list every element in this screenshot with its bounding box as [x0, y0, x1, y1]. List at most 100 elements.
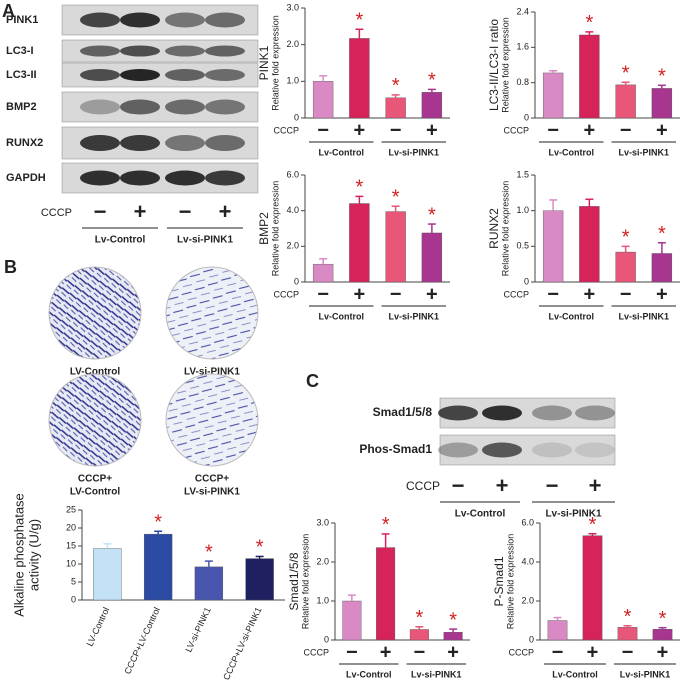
y-axis-label: LC3-II/LC3-I ratio — [487, 19, 501, 111]
x-tick-label: + — [426, 119, 438, 141]
y-tick-label: 4.0 — [286, 205, 299, 215]
bar — [582, 535, 603, 641]
y-tick-label: 0 — [71, 594, 76, 604]
significance-star: * — [428, 70, 436, 92]
y-tick-label: 25 — [66, 504, 76, 514]
blot-band — [438, 442, 478, 458]
blot-label: LC3-II — [6, 69, 37, 81]
significance-star: * — [415, 607, 423, 629]
bar — [385, 211, 406, 283]
y-axis-sublabel: Relative fold expression — [500, 181, 510, 277]
significance-star: * — [658, 223, 666, 245]
significance-star: * — [256, 537, 264, 559]
blot-band — [80, 12, 120, 28]
x-row-label: CCCP — [503, 125, 529, 135]
treatment-label: CCCP — [406, 479, 440, 493]
static-layer: A B C — [2, 1, 319, 391]
x-tick-label: + — [656, 283, 668, 305]
y-tick-label: 0 — [524, 112, 529, 122]
significance-star: * — [589, 514, 597, 536]
significance-star: * — [428, 204, 436, 226]
y-tick-label: 3.0 — [286, 2, 299, 12]
blot-band — [165, 12, 205, 28]
x-tick-label: CCCP+LV-si-PINK1 — [221, 606, 263, 682]
bar — [342, 600, 362, 641]
bar — [376, 547, 396, 641]
x-tick-label: − — [317, 119, 329, 141]
x-tick-label: LV-Control — [85, 606, 112, 648]
blot-band — [205, 69, 245, 81]
blot-band — [532, 405, 572, 421]
group-label: Lv-Control — [455, 509, 506, 520]
x-row-label: CCCP — [273, 125, 299, 135]
bar — [349, 38, 370, 119]
bar — [93, 548, 122, 601]
y-axis-sublabel: Relative fold expression — [270, 181, 280, 277]
y-tick-label: 1.0 — [286, 76, 299, 86]
culture-dish — [48, 266, 142, 360]
bar — [617, 627, 638, 641]
blot-band — [438, 405, 478, 421]
blot-band — [205, 170, 245, 186]
bar — [385, 97, 406, 119]
y-tick-label: 6.0 — [521, 517, 534, 527]
significance-star: * — [622, 227, 630, 249]
panel-letter: A — [2, 1, 15, 21]
blot-label: Smad1/5/8 — [373, 405, 433, 419]
y-tick-label: 1.0 — [316, 595, 329, 605]
bar — [542, 210, 564, 283]
dish-label: LV-Control — [70, 487, 121, 498]
significance-star: * — [449, 609, 457, 631]
blot-band — [120, 170, 160, 186]
blot-band — [80, 99, 120, 115]
blot-label: RUNX2 — [6, 137, 43, 149]
group-label: Lv-Control — [549, 311, 595, 321]
y-tick-label: 2.0 — [286, 39, 299, 49]
blot-band — [80, 135, 120, 151]
y-tick-label: 0 — [324, 634, 329, 644]
significance-star: * — [585, 12, 593, 34]
x-tick-label: − — [414, 641, 426, 663]
group-label: Lv-si-PINK1 — [388, 311, 439, 321]
blot-label: GAPDH — [6, 172, 46, 184]
blot-band — [575, 442, 615, 458]
treatment-sign: − — [94, 199, 107, 224]
x-tick-label: + — [584, 283, 596, 305]
x-tick-label: + — [354, 283, 366, 305]
bar — [615, 84, 636, 119]
group-label: Lv-Control — [319, 147, 365, 157]
y-tick-label: 1.5 — [516, 169, 529, 179]
panel-letter: C — [306, 371, 319, 391]
treatment-sign: + — [219, 199, 232, 224]
blot-band — [165, 99, 205, 115]
x-tick-label: − — [317, 283, 329, 305]
bar — [579, 34, 600, 119]
significance-star: * — [205, 541, 213, 563]
blot-band — [165, 170, 205, 186]
y-axis-sublabel: Relative fold expression — [505, 534, 515, 630]
bar — [312, 81, 334, 119]
x-tick-label: + — [584, 119, 596, 141]
x-tick-label: − — [390, 119, 402, 141]
blot-band — [165, 45, 205, 57]
blot-band — [575, 405, 615, 421]
significance-star: * — [382, 514, 390, 536]
x-tick-label: − — [346, 641, 358, 663]
dish-label: LV-si-PINK1 — [184, 487, 240, 498]
group-label: Lv-Control — [95, 235, 146, 246]
y-tick-label: 0 — [294, 112, 299, 122]
x-row-label: CCCP — [303, 647, 329, 657]
treatment-sign: − — [546, 473, 559, 498]
blot-band — [120, 69, 160, 81]
blot-band — [120, 12, 160, 28]
bar — [615, 251, 636, 283]
y-tick-label: 5 — [71, 576, 76, 586]
y-axis-label: BMP2 — [257, 212, 271, 245]
y-tick-label: 2.0 — [521, 595, 534, 605]
group-label: Lv-si-PINK1 — [620, 669, 671, 679]
blot — [439, 434, 616, 466]
treatment-sign: + — [496, 473, 509, 498]
significance-star: * — [659, 608, 667, 630]
y-tick-label: 2.4 — [516, 6, 529, 16]
dish-label: CCCP+ — [195, 474, 229, 485]
